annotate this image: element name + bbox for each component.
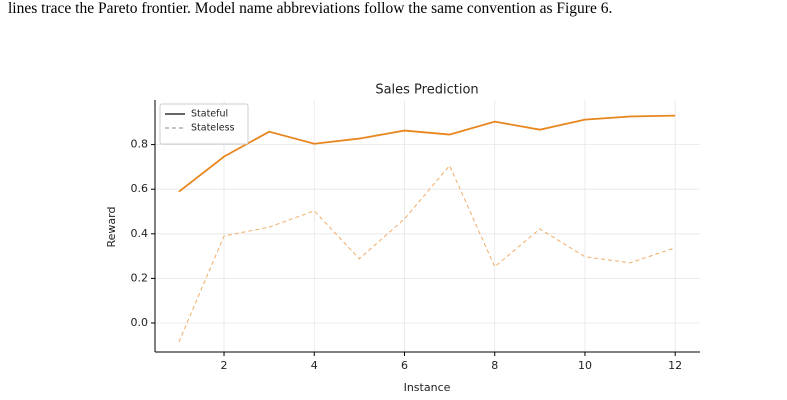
paragraph: lines trace the Pareto frontier. Model n… [8, 0, 613, 17]
y-tick-label: 0.4 [131, 227, 149, 240]
series-line [178, 114, 676, 193]
chart-title: Sales Prediction [375, 83, 478, 98]
x-tick-label: 2 [221, 359, 228, 372]
x-tick-label: 10 [578, 359, 592, 372]
y-tick-label: 0.6 [131, 182, 149, 195]
x-axis-label: Instance [404, 381, 451, 394]
x-tick-label: 12 [668, 359, 682, 372]
y-tick-label: 0.2 [131, 271, 149, 284]
x-tick-label: 8 [491, 359, 498, 372]
y-axis-label: Reward [105, 207, 118, 248]
y-tick-label: 0.0 [131, 316, 149, 329]
legend-label: Stateful [191, 109, 228, 120]
x-tick-label: 4 [311, 359, 318, 372]
legend-label: Stateless [191, 123, 235, 134]
y-tick-label: 0.8 [131, 138, 149, 151]
x-tick-label: 6 [401, 359, 408, 372]
series-line [178, 164, 676, 343]
